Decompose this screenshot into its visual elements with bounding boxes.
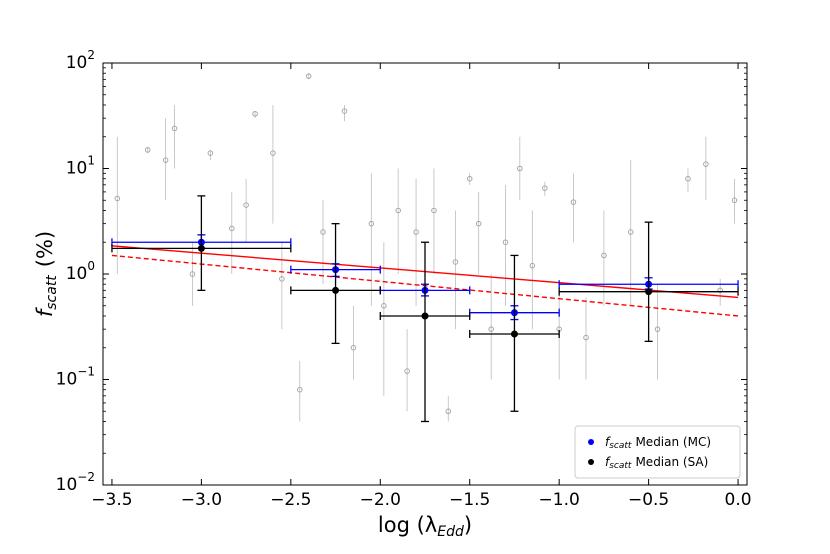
point bbox=[731, 197, 738, 204]
point bbox=[270, 150, 276, 156]
y-tick-base: 10 bbox=[66, 53, 88, 73]
y-tick-exponent: 2 bbox=[87, 48, 95, 62]
point bbox=[583, 334, 589, 341]
unit: (%) bbox=[33, 231, 57, 267]
point bbox=[320, 229, 326, 235]
x-tick-label: −3.5 bbox=[91, 490, 132, 510]
point bbox=[368, 220, 375, 227]
y-tick-label: 10−1 bbox=[56, 364, 95, 390]
point bbox=[445, 408, 452, 415]
y-tick-exponent: −1 bbox=[77, 364, 95, 378]
y-tick-label: 100 bbox=[66, 259, 95, 285]
point bbox=[601, 252, 607, 259]
point bbox=[144, 147, 151, 153]
point bbox=[475, 220, 482, 227]
point bbox=[381, 303, 387, 309]
xlabel-close: ) bbox=[464, 513, 472, 537]
y-axis-label: fscatt (%) bbox=[33, 231, 60, 317]
point bbox=[413, 229, 419, 235]
legend-marker bbox=[588, 439, 594, 445]
symbol: f bbox=[33, 306, 57, 317]
x-tick-label: −0.5 bbox=[628, 490, 669, 510]
point bbox=[502, 239, 509, 245]
point bbox=[570, 199, 577, 205]
point bbox=[452, 259, 459, 265]
x-tick-label: −1.0 bbox=[539, 490, 580, 510]
median-point bbox=[332, 286, 340, 294]
y-tick-exponent: −2 bbox=[77, 470, 95, 484]
y-tick-exponent: 0 bbox=[87, 259, 95, 273]
point bbox=[305, 73, 312, 79]
x-tick-label: −1.5 bbox=[449, 490, 490, 510]
y-tick-label: 102 bbox=[66, 48, 95, 74]
x-tick-label: −3.0 bbox=[181, 490, 222, 510]
point bbox=[297, 386, 303, 393]
legend-label: fscatt Median (SA) bbox=[605, 455, 708, 471]
y-tick-exponent: 1 bbox=[87, 153, 95, 167]
symbol: f bbox=[605, 455, 611, 469]
y-tick-base: 10 bbox=[56, 475, 78, 495]
median-point bbox=[197, 244, 205, 252]
point bbox=[717, 287, 723, 294]
symbol-sub: scatt bbox=[609, 461, 632, 471]
median-point bbox=[421, 312, 429, 320]
point bbox=[207, 150, 214, 156]
point bbox=[279, 276, 285, 282]
point bbox=[189, 271, 196, 277]
series-name: Median (SA) bbox=[635, 455, 708, 469]
point bbox=[466, 175, 473, 182]
point bbox=[341, 108, 348, 114]
point bbox=[654, 326, 661, 332]
point bbox=[162, 157, 169, 163]
legend-marker bbox=[588, 459, 594, 465]
x-tick-label: 0.0 bbox=[725, 490, 752, 510]
x-axis-label: log (λEdd) bbox=[378, 513, 472, 540]
x-tick-label: −2.0 bbox=[360, 490, 401, 510]
y-tick-base: 10 bbox=[56, 370, 78, 390]
median-point bbox=[510, 330, 518, 338]
xlabel-text: log (λ bbox=[378, 513, 437, 537]
point bbox=[243, 202, 249, 208]
y-tick-label: 101 bbox=[66, 153, 95, 179]
y-tick-base: 10 bbox=[66, 159, 88, 179]
point bbox=[542, 185, 548, 191]
point bbox=[114, 195, 121, 202]
y-tick-base: 10 bbox=[66, 264, 88, 284]
point bbox=[404, 368, 410, 374]
legend-box bbox=[574, 425, 741, 479]
y-tick-label: 10−2 bbox=[56, 470, 95, 496]
median-point bbox=[645, 288, 653, 296]
point bbox=[703, 161, 709, 167]
point bbox=[488, 326, 494, 332]
series-name: Median (MC) bbox=[635, 435, 711, 449]
xlabel-sub: Edd bbox=[437, 524, 464, 540]
point bbox=[395, 207, 401, 214]
point bbox=[171, 125, 178, 132]
point bbox=[517, 165, 523, 172]
point bbox=[529, 262, 536, 269]
point bbox=[685, 175, 691, 182]
plot-frame bbox=[102, 62, 748, 486]
point bbox=[229, 225, 235, 232]
point bbox=[627, 229, 634, 235]
symbol-sub: scatt bbox=[44, 275, 60, 310]
point bbox=[431, 207, 437, 214]
point bbox=[252, 111, 258, 117]
legend-label: fscatt Median (MC) bbox=[605, 435, 711, 451]
symbol: f bbox=[605, 435, 611, 449]
symbol-sub: scatt bbox=[609, 441, 632, 451]
point bbox=[350, 344, 357, 351]
x-tick-label: −2.5 bbox=[270, 490, 311, 510]
